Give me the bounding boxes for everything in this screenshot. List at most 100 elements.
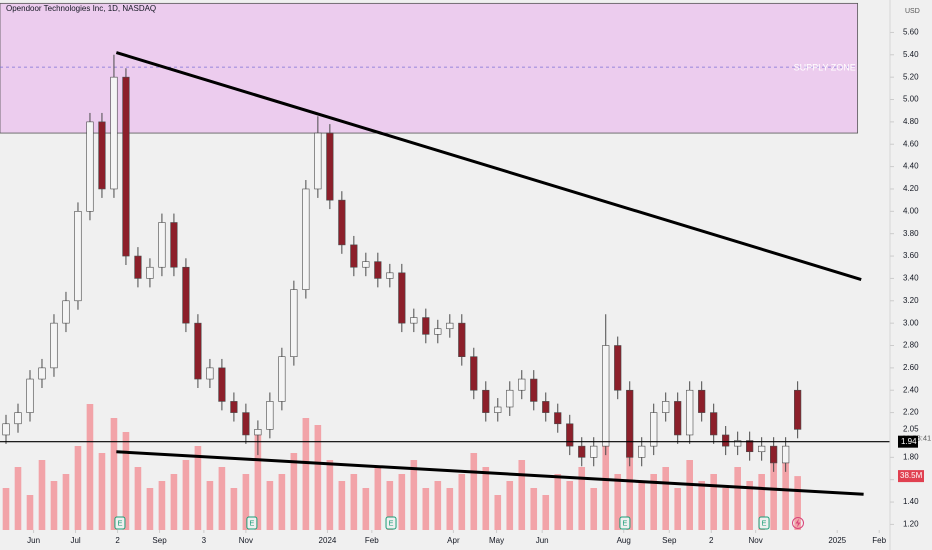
chart-title: Opendoor Technologies Inc, 1D, NASDAQ bbox=[6, 4, 156, 13]
candle-body bbox=[182, 266, 190, 324]
level-label: 1.94 bbox=[901, 437, 917, 446]
candle-body bbox=[218, 367, 226, 402]
volume-bar bbox=[386, 481, 394, 530]
volume-bar bbox=[566, 481, 574, 530]
candle-body bbox=[254, 429, 262, 436]
candle-body bbox=[746, 440, 754, 453]
candle-body bbox=[722, 434, 730, 447]
y-tick-label: 2.20 bbox=[903, 408, 919, 417]
volume-bar bbox=[362, 488, 370, 530]
y-tick-label: 4.00 bbox=[903, 206, 919, 215]
candle-body bbox=[530, 378, 538, 402]
x-tick-label: Feb bbox=[365, 536, 379, 545]
y-tick-label: 2.60 bbox=[903, 363, 919, 372]
candle-body bbox=[386, 272, 394, 279]
x-tick-label: Sep bbox=[662, 536, 677, 545]
y-tick-label: 3.00 bbox=[903, 318, 919, 327]
volume-bar bbox=[458, 474, 466, 530]
candle-body bbox=[146, 266, 154, 279]
plot-area: SUPPLY ZONE bbox=[0, 2, 890, 530]
volume-bar bbox=[698, 481, 705, 530]
earnings-label: E bbox=[389, 518, 394, 527]
candle-body bbox=[422, 317, 430, 335]
candle-body bbox=[638, 445, 646, 458]
volume-bar bbox=[686, 460, 693, 530]
candle-body bbox=[14, 412, 22, 425]
volume-bar bbox=[590, 488, 598, 530]
candle-body bbox=[374, 261, 382, 279]
y-tick-label: 5.40 bbox=[903, 50, 919, 59]
candle-body bbox=[98, 121, 106, 190]
volume-bar bbox=[158, 481, 166, 530]
volume-bar bbox=[218, 467, 226, 530]
candle-body bbox=[86, 121, 94, 212]
candle-body bbox=[650, 412, 658, 447]
y-tick-label: 2.40 bbox=[903, 385, 919, 394]
volume-bar bbox=[14, 467, 22, 530]
candle-body bbox=[62, 300, 70, 324]
candle-body bbox=[734, 440, 742, 447]
x-tick-label: 2 bbox=[115, 536, 120, 545]
volume-bar bbox=[602, 446, 610, 530]
volume-bar bbox=[74, 446, 82, 530]
candle-body bbox=[566, 423, 574, 447]
x-tick-label: 3 bbox=[202, 536, 207, 545]
candle-body bbox=[602, 345, 610, 447]
candle-body bbox=[794, 389, 802, 430]
volume-bar bbox=[398, 474, 406, 530]
candle-body bbox=[614, 345, 622, 391]
volume-bar bbox=[446, 488, 454, 530]
volume-bar bbox=[62, 474, 70, 530]
volume-label: 38.5M bbox=[900, 471, 923, 480]
y-tick-label: 4.40 bbox=[903, 162, 919, 171]
y-tick-label: 1.40 bbox=[903, 497, 919, 506]
y-tick-label: 4.80 bbox=[903, 117, 919, 126]
candle-body bbox=[770, 445, 778, 464]
volume-bar bbox=[230, 488, 238, 530]
candle-body bbox=[482, 389, 490, 413]
candle-body bbox=[518, 378, 526, 391]
volume-bar bbox=[2, 488, 10, 530]
volume-bar bbox=[266, 481, 274, 530]
candle-body bbox=[50, 322, 58, 369]
candle-body bbox=[554, 412, 562, 425]
volume-bar bbox=[422, 488, 430, 530]
volume-bar bbox=[242, 474, 250, 530]
earnings-marker bbox=[246, 516, 258, 530]
candle-body bbox=[398, 272, 406, 324]
candle-body bbox=[278, 356, 286, 402]
volume-bar bbox=[554, 474, 562, 530]
x-tick-label: Sep bbox=[152, 536, 167, 545]
volume-bar bbox=[770, 453, 777, 530]
last-price-label: 2.05 bbox=[903, 424, 919, 433]
candle-body bbox=[686, 389, 694, 436]
volume-bar bbox=[518, 460, 526, 530]
x-tick-label: 2 bbox=[709, 536, 714, 545]
earnings-marker bbox=[758, 516, 770, 530]
candle-body bbox=[194, 322, 202, 380]
candle-body bbox=[134, 255, 142, 279]
volume-bar bbox=[206, 481, 214, 530]
volume-bar bbox=[38, 460, 46, 530]
candle-body bbox=[710, 412, 718, 436]
volume-bar bbox=[494, 495, 502, 530]
volume-bar bbox=[122, 432, 130, 530]
volume-bar bbox=[710, 474, 717, 530]
volume-bar bbox=[782, 460, 789, 530]
y-tick-label: 4.60 bbox=[903, 139, 919, 148]
volume-bar bbox=[542, 495, 550, 530]
alert-icon bbox=[792, 517, 804, 529]
candle-body bbox=[362, 261, 370, 268]
volume-bar bbox=[734, 467, 741, 530]
zone-label: SUPPLY ZONE bbox=[794, 62, 856, 72]
candle-body bbox=[434, 328, 442, 335]
volume-bar bbox=[674, 488, 681, 530]
volume-bar bbox=[434, 481, 442, 530]
volume-bar bbox=[86, 404, 94, 530]
volume-bar bbox=[614, 474, 622, 530]
candle-body bbox=[470, 356, 478, 391]
volume-bar bbox=[302, 418, 310, 530]
x-tick-label: May bbox=[489, 536, 504, 545]
currency: USD bbox=[905, 8, 920, 15]
